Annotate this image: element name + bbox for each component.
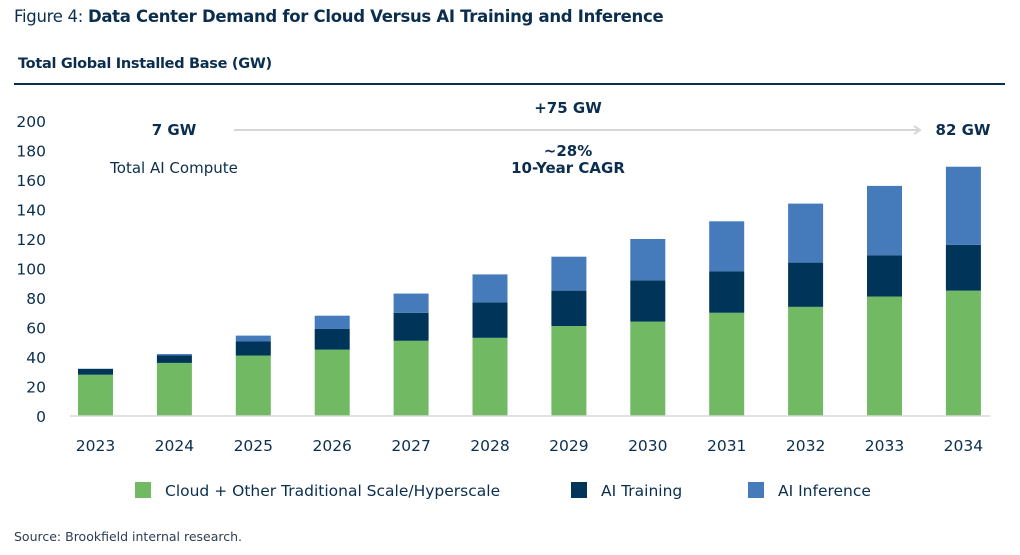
y-tick-label: 180 [16,143,46,161]
bar-segment-cloud [788,306,824,416]
bar-segment-cloud [393,340,429,416]
title-divider [14,83,1005,85]
bar-segment-ai-inference [551,256,587,291]
bar-segment-ai-inference [945,166,981,245]
y-tick-label: 80 [26,290,46,308]
bar-segment-ai-training [235,341,271,356]
legend: Cloud + Other Traditional Scale/Hypersca… [135,482,871,500]
bar-segment-ai-training [945,244,981,291]
bar-stack-2028 [472,274,508,416]
legend-label: AI Training [601,482,682,500]
x-tick-label: 2028 [470,437,509,455]
x-tick-label: 2023 [76,437,115,455]
y-tick-label: 200 [16,113,46,131]
x-tick-label: 2029 [549,437,588,455]
y-tick-label: 120 [16,231,46,249]
series-note: Total AI Compute [109,159,238,177]
bar-segment-cloud [551,326,587,416]
growth-annotation: 7 GW 82 GW +75 GW ~28% 10-Year CAGR Tota… [109,99,991,177]
bar-segment-ai-training [314,328,350,350]
bar-segment-ai-training [788,262,824,307]
legend-swatch [748,482,764,498]
source-note: Source: Brookfield internal research. [14,529,243,544]
bar-segment-cloud [472,337,508,416]
bar-stack-2033 [867,185,902,416]
legend-swatch [135,482,151,498]
legend-item: AI Inference [748,482,871,500]
bars [78,166,981,416]
cagr-label: 10-Year CAGR [511,159,625,177]
bar-segment-cloud [945,290,981,416]
x-tick-label: 2033 [865,437,904,455]
bar-segment-cloud [630,321,666,416]
delta-value: +75 GW [534,99,602,117]
bar-segment-cloud [78,374,113,416]
bar-segment-ai-training [867,255,902,297]
bar-stack-2025 [235,335,271,416]
bar-stack-2027 [393,293,429,416]
y-axis-title: Total Global Installed Base (GW) [18,56,272,72]
bar-segment-ai-inference [156,354,192,356]
bar-segment-ai-training [393,312,429,341]
arrow-head-icon [913,125,922,135]
bar-stack-2024 [156,354,192,416]
bar-segment-cloud [314,349,350,416]
cagr-value: ~28% [544,142,592,160]
bar-stack-2023 [78,368,113,416]
bar-segment-ai-training [551,290,587,327]
bar-stack-2032 [788,203,824,416]
x-tick-label: 2031 [707,437,746,455]
bar-segment-cloud [867,296,902,416]
legend-item: Cloud + Other Traditional Scale/Hypersca… [135,482,500,500]
start-value: 7 GW [152,121,197,139]
bar-segment-ai-training [709,271,745,313]
bar-stack-2031 [709,221,745,416]
chart-title: Figure 4: Data Center Demand for Cloud V… [14,7,664,26]
bar-segment-ai-inference [472,274,508,303]
y-tick-label: 0 [36,408,46,426]
legend-label: Cloud + Other Traditional Scale/Hypersca… [165,482,500,500]
x-tick-label: 2025 [234,437,273,455]
bar-stack-2030 [630,239,666,416]
bar-segment-ai-training [472,302,508,338]
figure-title: Data Center Demand for Cloud Versus AI T… [87,7,664,26]
bar-segment-ai-inference [630,239,666,281]
x-tick-label: 2027 [391,437,430,455]
y-tick-label: 60 [26,320,46,338]
y-tick-label: 140 [16,202,46,220]
y-tick-label: 160 [16,172,46,190]
bar-stack-2026 [314,315,350,416]
bar-segment-ai-training [630,280,666,322]
x-tick-label: 2030 [628,437,667,455]
bar-segment-ai-training [156,355,192,363]
bar-segment-cloud [156,362,192,416]
x-tick-label: 2034 [944,437,983,455]
bar-segment-ai-inference [709,221,745,272]
x-tick-label: 2024 [155,437,194,455]
figure-label: Figure 4: [14,7,83,26]
bar-stack-2029 [551,256,587,416]
end-value: 82 GW [936,121,991,139]
x-tick-label: 2026 [312,437,351,455]
x-tick-label: 2032 [786,437,825,455]
legend-swatch [571,482,587,498]
bar-segment-cloud [709,312,745,416]
bar-segment-ai-inference [235,335,271,342]
bar-segment-ai-inference [788,203,824,263]
bar-segment-ai-training [78,368,113,375]
y-tick-label: 20 [26,379,46,397]
bar-stack-2034 [945,166,981,416]
y-tick-label: 40 [26,349,46,367]
y-axis: 0 20 40 60 80 100 120 140 160 180 200 [16,113,46,426]
legend-label: AI Inference [778,482,871,500]
y-tick-label: 100 [16,261,46,279]
x-axis: 2023 2024 2025 2026 2027 2028 2029 2030 2031 2032… [76,437,983,455]
bar-segment-ai-inference [867,185,902,256]
bar-segment-cloud [235,355,271,416]
legend-item: AI Training [571,482,682,500]
bar-segment-ai-inference [393,293,429,313]
bar-segment-ai-inference [314,315,350,329]
